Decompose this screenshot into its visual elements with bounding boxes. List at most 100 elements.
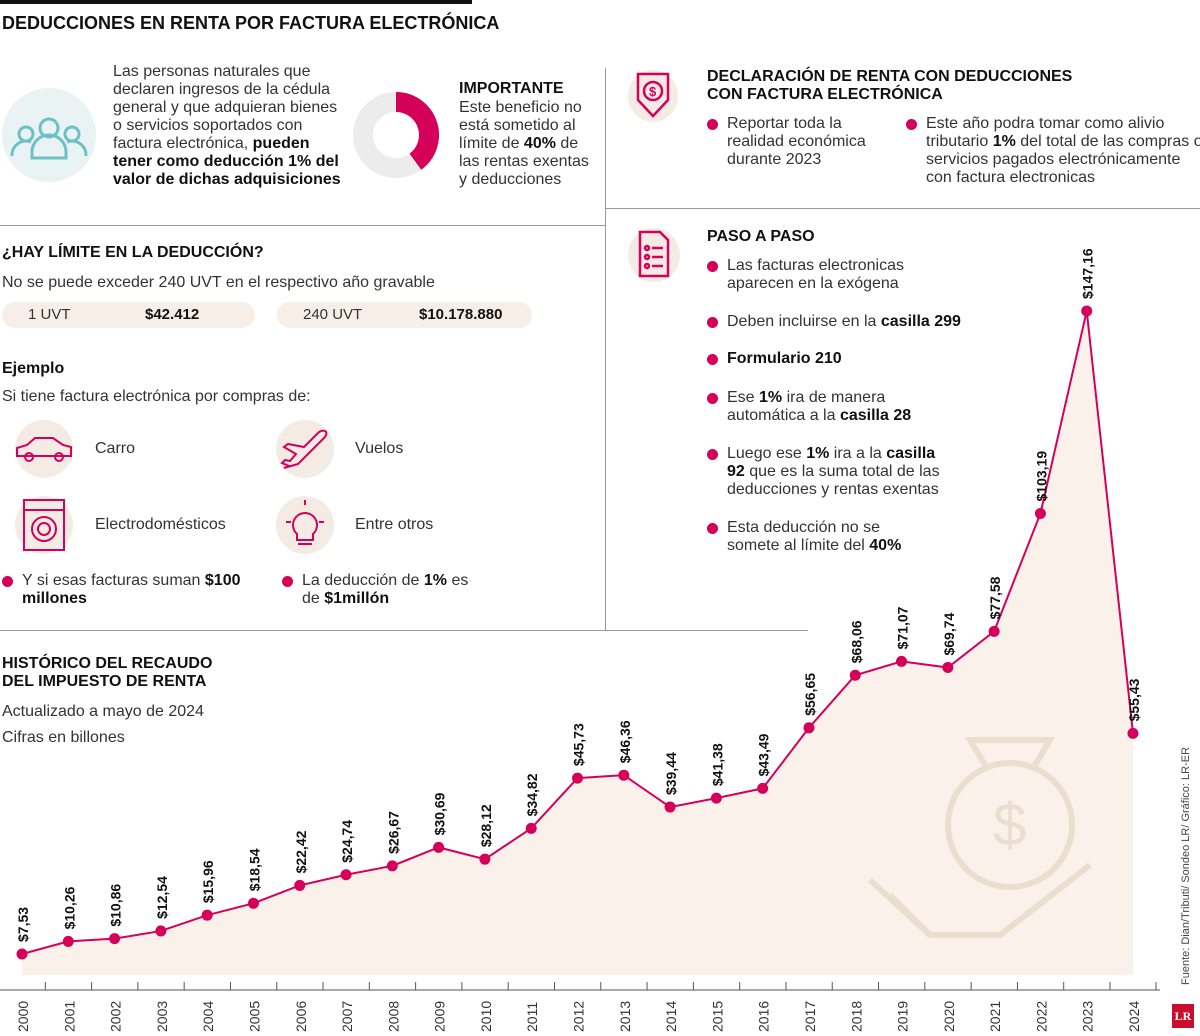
declaracion-title: DECLARACIÓN DE RENTA CON DEDUCCIONES CON … (707, 68, 1073, 103)
svg-text:$: $ (993, 791, 1026, 858)
x-tick-label-2010: 2010 (478, 1001, 494, 1032)
paso-step-1: Las facturas electronicas aparecen en la… (707, 257, 917, 293)
importante-text: Este beneficio no está sometido al límit… (459, 99, 589, 188)
data-point-2000 (16, 948, 28, 960)
data-label-2012: $45,73 (571, 723, 587, 766)
x-tick-label-2019: 2019 (895, 1001, 911, 1032)
declaracion-bullet-2: Este año podra tomar como alivio tributa… (906, 115, 1200, 187)
x-tick-label-2001: 2001 (61, 1001, 77, 1032)
chart-area (22, 311, 1133, 975)
page-title: DEDUCCIONES EN RENTA POR FACTURA ELECTRÓ… (2, 13, 500, 33)
x-tick-label-2005: 2005 (246, 1001, 262, 1032)
bullet-icon (2, 576, 13, 587)
data-point-2020 (942, 662, 954, 674)
data-point-2002 (109, 933, 121, 945)
bullet-facturas: Y si esas facturas suman $100 millones (2, 572, 242, 608)
x-tick-label-2007: 2007 (339, 1001, 355, 1032)
paso-step-4: Ese 1% ira de manera automática a la cas… (707, 389, 917, 425)
title-bar (0, 0, 472, 4)
data-label-2019: $71,07 (895, 606, 911, 649)
data-label-2022: $103,19 (1033, 451, 1049, 502)
people-icon (2, 88, 96, 182)
data-point-2005 (247, 897, 259, 909)
x-tick-label-2021: 2021 (987, 1001, 1003, 1032)
data-label-2024: $55,43 (1126, 678, 1142, 721)
car-icon (15, 420, 73, 478)
bullet-icon (707, 354, 718, 365)
divider (605, 208, 1200, 209)
data-label-2003: $12,54 (154, 876, 170, 919)
paso-step-5: Luego ese 1% ira a la casilla 92 que es … (707, 445, 947, 499)
data-label-2004: $15,96 (200, 860, 216, 903)
data-point-2023 (1081, 305, 1093, 317)
source-note: Fuente: Dian/Tributi/ Sondeo LR/ Gráfico… (1180, 746, 1192, 985)
data-label-2000: $7,53 (15, 907, 31, 942)
bullet-deduccion: La deducción de 1% es de $1millón (282, 572, 482, 608)
divider (605, 68, 606, 630)
x-tick-label-2000: 2000 (15, 1001, 31, 1032)
x-tick-label-2004: 2004 (200, 1001, 216, 1032)
data-point-2021 (988, 625, 1000, 637)
bullet-icon (906, 119, 917, 130)
data-point-2016 (757, 782, 769, 794)
data-label-2014: $39,44 (663, 752, 679, 795)
bullet-icon (707, 393, 718, 404)
svg-text:$: $ (649, 84, 657, 99)
data-point-2008 (386, 860, 398, 872)
bullet-icon (707, 317, 718, 328)
item-vuelos: Vuelos (355, 440, 404, 457)
data-point-2022 (1034, 507, 1046, 519)
lr-logo: LR (1172, 1004, 1194, 1028)
x-tick-label-2008: 2008 (385, 1001, 401, 1032)
uvt1-pill: 1 UVT $42.412 (2, 302, 255, 328)
limite-subtitle: No se puede exceder 240 UVT en el respec… (2, 274, 435, 291)
data-label-2013: $46,36 (617, 720, 633, 763)
item-entre-otros: Entre otros (355, 516, 434, 533)
data-point-2024 (1127, 727, 1139, 739)
divider (0, 225, 605, 226)
declaracion-bullet-1: Reportar toda la realidad económica dura… (707, 115, 892, 169)
x-tick-label-2013: 2013 (617, 1001, 633, 1032)
data-point-2017 (803, 722, 815, 734)
x-tick-label-2023: 2023 (1080, 1001, 1096, 1032)
donut-40-percent (353, 92, 439, 178)
data-point-2012 (572, 772, 583, 784)
item-carro: Carro (95, 440, 136, 457)
chart-subtitle-units: Cifras en billones (2, 729, 125, 746)
data-point-2011 (525, 822, 537, 834)
data-label-2020: $69,74 (941, 612, 957, 655)
paso-step-6: Esta deducción no se somete al límite de… (707, 519, 927, 555)
data-point-2007 (340, 869, 352, 881)
bullet-icon (707, 119, 718, 130)
x-tick-label-2003: 2003 (154, 1001, 170, 1032)
data-label-2005: $18,54 (246, 848, 262, 891)
x-tick-label-2015: 2015 (709, 1001, 725, 1032)
data-point-2019 (896, 655, 908, 667)
ejemplo-subtitle: Si tiene factura electrónica por compras… (2, 388, 311, 405)
item-electrodomesticos: Electrodomésticos (95, 516, 226, 533)
shield-dollar-icon: $ (628, 70, 678, 122)
chart-subtitle-updated: Actualizado a mayo de 2024 (2, 703, 204, 720)
importante-title: IMPORTANTE (459, 80, 564, 97)
ejemplo-title: Ejemplo (2, 360, 65, 377)
limite-title: ¿HAY LÍMITE EN LA DEDUCCIÓN? (2, 244, 264, 261)
data-point-2014 (664, 801, 676, 813)
data-label-2011: $34,82 (524, 773, 540, 816)
data-point-2013 (618, 769, 630, 781)
x-tick-label-2024: 2024 (1126, 1001, 1142, 1032)
plane-icon (276, 420, 334, 478)
x-tick-label-2018: 2018 (848, 1001, 864, 1032)
data-point-2009 (433, 841, 445, 853)
divider (0, 630, 808, 631)
x-tick-label-2012: 2012 (571, 1001, 587, 1032)
data-label-2009: $30,69 (432, 792, 448, 835)
data-label-2007: $24,74 (339, 820, 355, 863)
data-point-2001 (62, 935, 74, 947)
data-label-2018: $68,06 (848, 620, 864, 663)
paso-step-2: Deben incluirse en la casilla 299 (707, 313, 997, 331)
x-tick-label-2002: 2002 (108, 1001, 124, 1032)
data-point-2018 (849, 669, 861, 681)
data-label-2010: $28,12 (478, 804, 494, 847)
data-label-2015: $41,38 (709, 743, 725, 786)
